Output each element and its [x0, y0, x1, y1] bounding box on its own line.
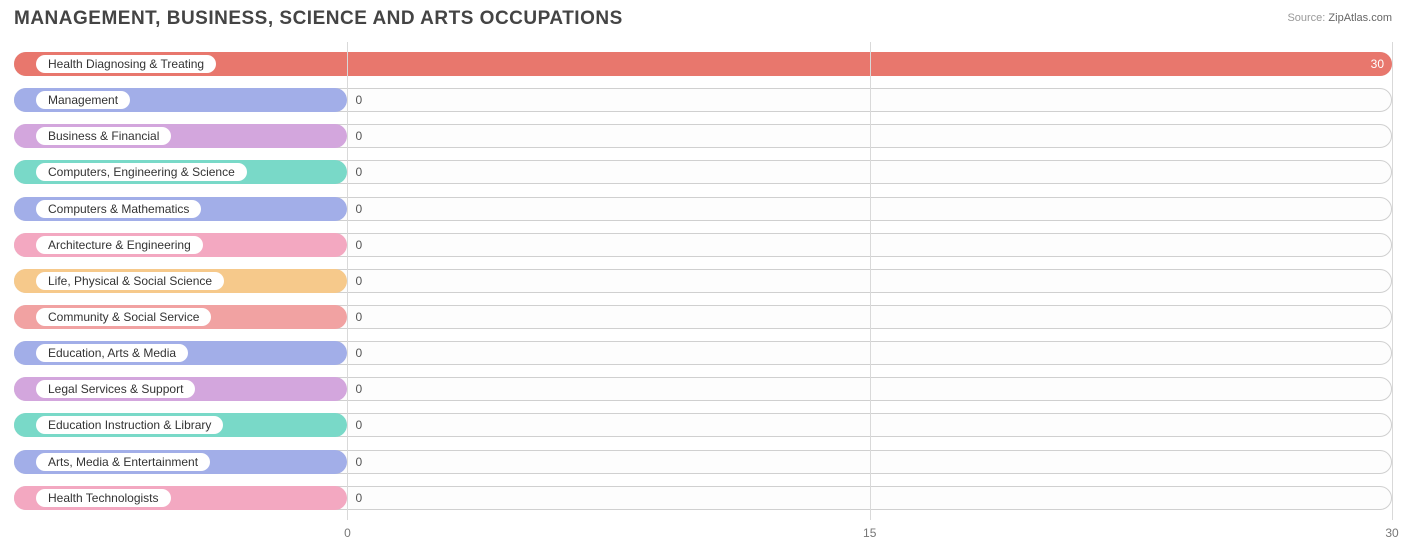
bar-value: 0 — [355, 448, 362, 476]
bar-value: 0 — [355, 339, 362, 367]
bar-row: Arts, Media & Entertainment 0 — [14, 448, 1392, 476]
bar-label-pill: Management — [36, 91, 130, 109]
source-label: Source: — [1287, 12, 1325, 24]
bar-row: Education Instruction & Library 0 — [14, 411, 1392, 439]
chart-rows: 30 Health Diagnosing & Treating Management… — [14, 42, 1392, 520]
bar-label-pill: Health Technologists — [36, 489, 171, 507]
bar-value: 0 — [355, 375, 362, 403]
bar-label-pill: Legal Services & Support — [36, 380, 195, 398]
x-tick: 15 — [863, 526, 876, 540]
x-tick: 0 — [344, 526, 351, 540]
bar-row: Architecture & Engineering 0 — [14, 231, 1392, 259]
bar-label-pill: Computers, Engineering & Science — [36, 163, 247, 181]
source-attribution: Source: ZipAtlas.com — [1287, 12, 1392, 24]
bar-value: 0 — [355, 484, 362, 512]
gridline — [347, 42, 348, 520]
bar-value: 0 — [355, 122, 362, 150]
bar-value: 0 — [355, 86, 362, 114]
bar-row: Legal Services & Support 0 — [14, 375, 1392, 403]
bar-value: 0 — [355, 411, 362, 439]
bar-label-pill: Business & Financial — [36, 127, 171, 145]
bar-value: 0 — [355, 303, 362, 331]
bar-value: 30 — [1371, 52, 1384, 76]
x-tick: 30 — [1385, 526, 1398, 540]
gridline — [870, 42, 871, 520]
bar-value: 0 — [355, 267, 362, 295]
bar-row: Community & Social Service 0 — [14, 303, 1392, 331]
bar-value: 0 — [355, 195, 362, 223]
bar-row: Business & Financial 0 — [14, 122, 1392, 150]
gridline — [1392, 42, 1393, 520]
chart-area: 30 Health Diagnosing & Treating Management… — [14, 42, 1392, 548]
bar-value: 0 — [355, 158, 362, 186]
bar-row: Life, Physical & Social Science 0 — [14, 267, 1392, 295]
bar-row: Education, Arts & Media 0 — [14, 339, 1392, 367]
bar-label-pill: Computers & Mathematics — [36, 200, 201, 218]
bar-row: 30 Health Diagnosing & Treating — [14, 50, 1392, 78]
bar-row: Computers & Mathematics 0 — [14, 195, 1392, 223]
bar-value: 0 — [355, 231, 362, 259]
bar-label-pill: Community & Social Service — [36, 308, 211, 326]
chart-plot: 30 Health Diagnosing & Treating Management… — [14, 42, 1392, 520]
bar-row: Management 0 — [14, 86, 1392, 114]
source-value: ZipAtlas.com — [1328, 12, 1392, 24]
chart-title: MANAGEMENT, BUSINESS, SCIENCE AND ARTS O… — [14, 8, 623, 30]
bar-row: Health Technologists 0 — [14, 484, 1392, 512]
bar-label-pill: Health Diagnosing & Treating — [36, 55, 216, 73]
bar-label-pill: Architecture & Engineering — [36, 236, 203, 254]
bar-label-pill: Education Instruction & Library — [36, 416, 223, 434]
x-axis: 01530 — [14, 520, 1392, 548]
bar-row: Computers, Engineering & Science 0 — [14, 158, 1392, 186]
bar-label-pill: Life, Physical & Social Science — [36, 272, 224, 290]
bar-label-pill: Education, Arts & Media — [36, 344, 188, 362]
bar-label-pill: Arts, Media & Entertainment — [36, 453, 210, 471]
bar: 30 — [14, 52, 1392, 76]
